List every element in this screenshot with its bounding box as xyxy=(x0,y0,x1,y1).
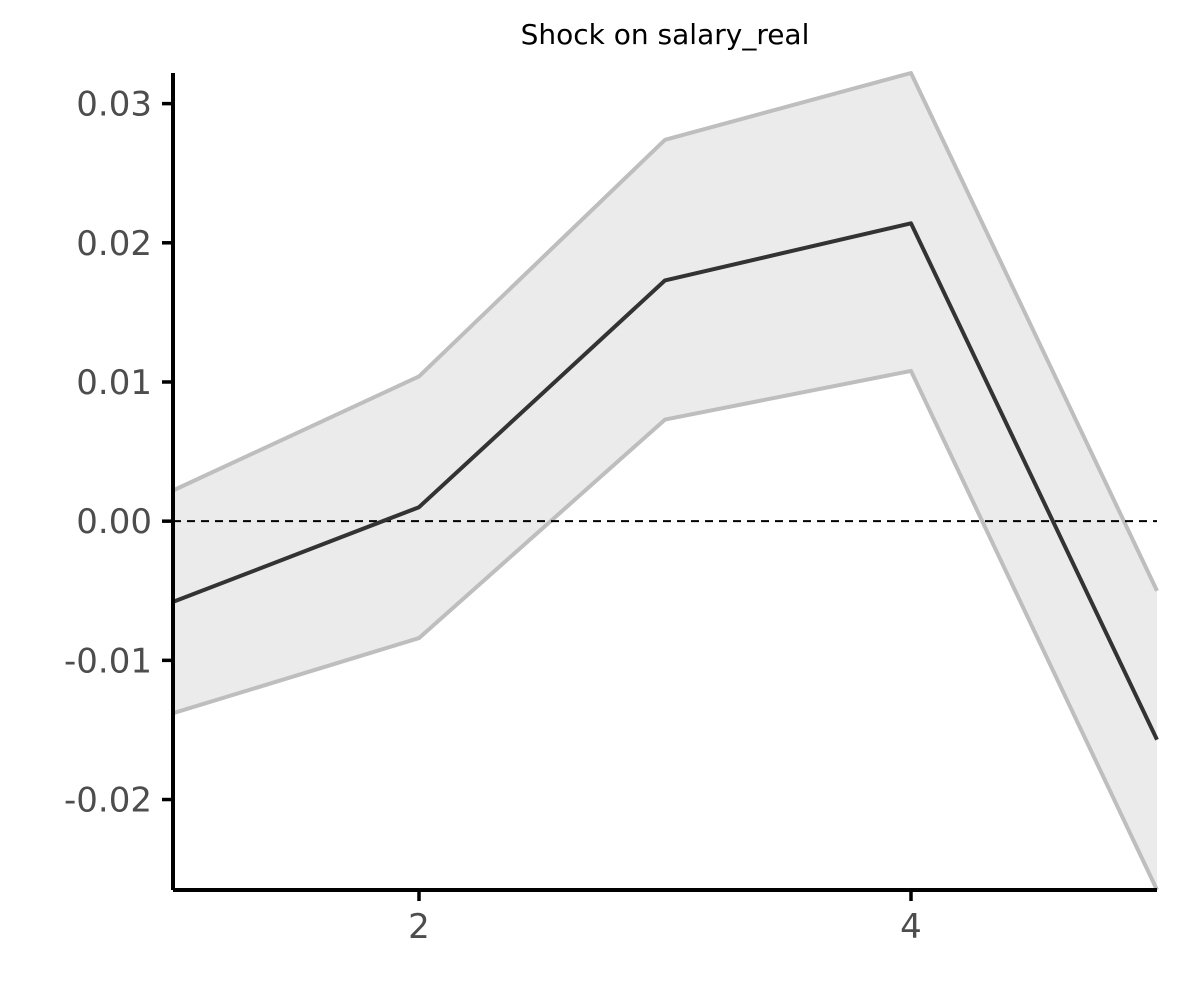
lower-bound-line xyxy=(172,368,1159,891)
x-tick-label: 4 xyxy=(900,907,922,947)
axes: -0.02 -0.01 0.00 0.01 0.02 0.03 2 4 xyxy=(64,73,1157,947)
y-tick-label: -0.02 xyxy=(64,781,152,821)
y-tick-label: 0.01 xyxy=(76,363,152,403)
y-tick-label: 0.03 xyxy=(76,85,152,125)
chart-title: Shock on salary_real xyxy=(521,18,810,51)
upper-bound-line xyxy=(172,71,1159,592)
y-tick-label: -0.01 xyxy=(64,641,152,681)
y-tick-label: 0.02 xyxy=(76,224,152,264)
confidence-band xyxy=(173,73,1157,890)
plot-area xyxy=(172,71,1159,891)
x-tick-label: 2 xyxy=(408,907,430,947)
impulse-response-line xyxy=(172,221,1159,741)
y-tick-label: 0.00 xyxy=(76,502,152,542)
